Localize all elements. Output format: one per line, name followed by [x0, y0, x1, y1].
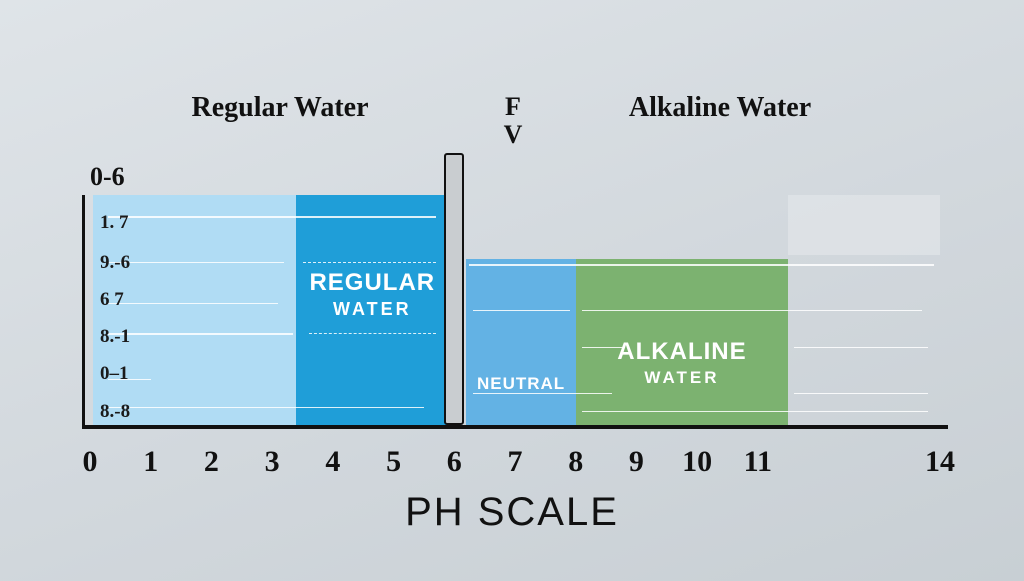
center-divider	[444, 153, 464, 425]
decorative-line	[108, 407, 424, 408]
x-axis-line	[82, 425, 948, 429]
segment-label-alkaline-line1: ALKALINE	[576, 338, 789, 366]
x-tick: 5	[386, 445, 401, 479]
x-axis-title: PH SCALE	[0, 490, 1024, 535]
ph-scale-infographic: REGULARWATERNEUTRALALKALINEWATERRegular …	[0, 0, 1024, 581]
segment-label-regular-line1: REGULAR	[296, 269, 448, 297]
x-tick: 11	[744, 445, 772, 479]
segment-label-alkaline: ALKALINEWATER	[576, 338, 789, 388]
decorative-line	[108, 333, 293, 335]
x-tick: 1	[143, 445, 158, 479]
decorative-line	[108, 262, 284, 263]
x-tick: 7	[508, 445, 523, 479]
x-tick: 9	[629, 445, 644, 479]
decorative-line	[794, 393, 928, 394]
left-scale-value: 6 7	[100, 289, 124, 311]
x-tick: 2	[204, 445, 219, 479]
decorative-line	[108, 303, 278, 304]
left-scale-value: 1. 7	[100, 212, 129, 234]
y-axis-line	[82, 195, 85, 429]
heading-regular-water: Regular Water	[170, 92, 390, 124]
decorative-line	[582, 411, 928, 412]
decorative-line	[108, 216, 436, 218]
left-scale-value: 8.-8	[100, 401, 130, 423]
left-scale-value: 8.-1	[100, 326, 130, 348]
decorative-line	[309, 333, 437, 334]
segment-label-regular: REGULARWATER	[296, 269, 448, 320]
heading-alkaline-water: Alkaline Water	[600, 92, 840, 124]
decorative-line	[794, 347, 928, 348]
x-tick: 14	[925, 445, 955, 479]
decorative-line	[469, 264, 933, 266]
left-scale-value: 9.-6	[100, 252, 130, 274]
x-tick: 8	[568, 445, 583, 479]
segment-label-neutral: NEUTRAL	[466, 374, 575, 394]
ph-segment-neutral	[466, 259, 575, 425]
x-tick: 10	[682, 445, 712, 479]
x-tick: 0	[83, 445, 98, 479]
decorative-line	[582, 310, 922, 311]
x-tick: 4	[325, 445, 340, 479]
range-label-0-6: 0-6	[90, 162, 125, 192]
heading-center-v: V	[493, 120, 533, 150]
decorative-line	[473, 310, 570, 311]
left-scale-value: 0–1	[100, 363, 129, 385]
heading-center-f: F	[493, 92, 533, 122]
segment-label-neutral-line1: NEUTRAL	[466, 374, 575, 394]
segment-label-regular-line2: WATER	[296, 299, 448, 320]
ph-segment-alkaline-fade	[788, 195, 940, 255]
x-tick: 3	[265, 445, 280, 479]
x-tick: 6	[447, 445, 462, 479]
decorative-line	[303, 262, 437, 263]
segment-label-alkaline-line2: WATER	[576, 368, 789, 388]
